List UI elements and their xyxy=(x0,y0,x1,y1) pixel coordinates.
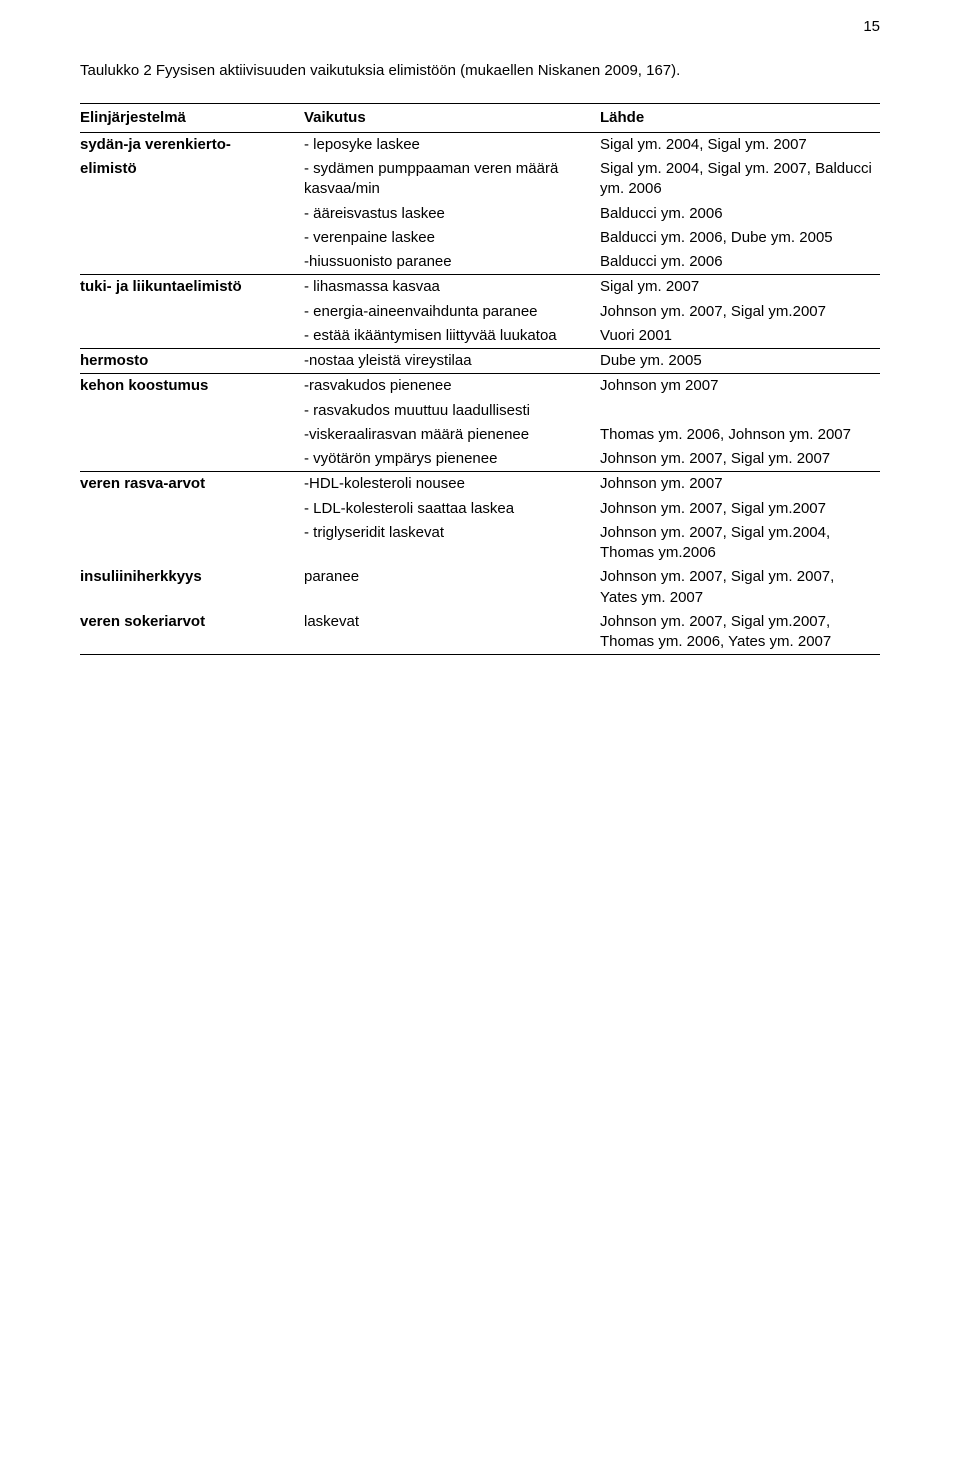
cell-effect: -viskeraalirasvan määrä pienenee xyxy=(304,423,600,447)
cell-system xyxy=(80,399,304,423)
cell-system xyxy=(80,202,304,226)
cell-effect: - rasvakudos muuttuu laadullisesti xyxy=(304,399,600,423)
cell-effect: - verenpaine laskee xyxy=(304,226,600,250)
cell-effect: paranee xyxy=(304,565,600,610)
table-row: - triglyseridit laskevatJohnson ym. 2007… xyxy=(80,521,880,566)
cell-source: Thomas ym. 2006, Johnson ym. 2007 xyxy=(600,423,880,447)
cell-system xyxy=(80,324,304,349)
cell-effect: - ääreisvastus laskee xyxy=(304,202,600,226)
header-source: Lähde xyxy=(600,103,880,132)
table-header-row: Elinjärjestelmä Vaikutus Lähde xyxy=(80,103,880,132)
cell-system: hermosto xyxy=(80,349,304,374)
cell-source: Sigal ym. 2004, Sigal ym. 2007 xyxy=(600,132,880,157)
cell-effect: - energia-aineenvaihdunta paranee xyxy=(304,300,600,324)
cell-source: Balducci ym. 2006, Dube ym. 2005 xyxy=(600,226,880,250)
cell-effect: -HDL-kolesteroli nousee xyxy=(304,472,600,497)
cell-source: Johnson ym. 2007, Sigal ym.2007 xyxy=(600,497,880,521)
table-caption: Taulukko 2 Fyysisen aktiivisuuden vaikut… xyxy=(80,60,880,83)
table-row: -hiussuonisto paraneeBalducci ym. 2006 xyxy=(80,250,880,275)
table-row: insuliiniherkkyysparanee Johnson ym. 200… xyxy=(80,565,880,610)
table-row: elimistö- sydämen pumppaaman veren määrä… xyxy=(80,157,880,202)
cell-effect: -rasvakudos pienenee xyxy=(304,374,600,399)
cell-source: Johnson ym. 2007, Sigal ym.2004, Thomas … xyxy=(600,521,880,566)
cell-system xyxy=(80,226,304,250)
cell-effect: - estää ikääntymisen liittyvää luukatoa xyxy=(304,324,600,349)
cell-effect: - leposyke laskee xyxy=(304,132,600,157)
cell-system xyxy=(80,250,304,275)
cell-source: Johnson ym. 2007, Sigal ym.2007, Thomas … xyxy=(600,610,880,655)
table-row: veren sokeriarvotlaskevatJohnson ym. 200… xyxy=(80,610,880,655)
cell-system: kehon koostumus xyxy=(80,374,304,399)
cell-system: tuki- ja liikuntaelimistö xyxy=(80,275,304,300)
table-row: kehon koostumus-rasvakudos pieneneeJohns… xyxy=(80,374,880,399)
page-number: 15 xyxy=(863,18,880,35)
cell-source xyxy=(600,399,880,423)
cell-system: sydän-ja verenkierto- xyxy=(80,132,304,157)
cell-system: veren rasva-arvot xyxy=(80,472,304,497)
cell-source: Johnson ym. 2007, Sigal ym. 2007, Yates … xyxy=(600,565,880,610)
header-system: Elinjärjestelmä xyxy=(80,103,304,132)
cell-effect: -hiussuonisto paranee xyxy=(304,250,600,275)
table-row: hermosto-nostaa yleistä vireystilaaDube … xyxy=(80,349,880,374)
table-row: - vyötärön ympärys pieneneeJohnson ym. 2… xyxy=(80,447,880,472)
cell-source: Dube ym. 2005 xyxy=(600,349,880,374)
cell-effect: -nostaa yleistä vireystilaa xyxy=(304,349,600,374)
cell-system xyxy=(80,447,304,472)
cell-source: Johnson ym. 2007 xyxy=(600,472,880,497)
table-row: -viskeraalirasvan määrä pieneneeThomas y… xyxy=(80,423,880,447)
table-row: veren rasva-arvot-HDL-kolesteroli nousee… xyxy=(80,472,880,497)
table-row: - rasvakudos muuttuu laadullisesti xyxy=(80,399,880,423)
table-row: tuki- ja liikuntaelimistö- lihasmassa ka… xyxy=(80,275,880,300)
cell-source: Johnson ym. 2007, Sigal ym. 2007 xyxy=(600,447,880,472)
cell-system: insuliiniherkkyys xyxy=(80,565,304,610)
cell-source: Johnson ym. 2007, Sigal ym.2007 xyxy=(600,300,880,324)
cell-effect: - LDL-kolesteroli saattaa laskea xyxy=(304,497,600,521)
cell-system xyxy=(80,423,304,447)
cell-system xyxy=(80,521,304,566)
table-row: - LDL-kolesteroli saattaa laskeaJohnson … xyxy=(80,497,880,521)
effects-table: Elinjärjestelmä Vaikutus Lähde sydän-ja … xyxy=(80,103,880,656)
cell-source: Johnson ym 2007 xyxy=(600,374,880,399)
cell-source: Sigal ym. 2007 xyxy=(600,275,880,300)
table-row: - estää ikääntymisen liittyvää luukatoaV… xyxy=(80,324,880,349)
cell-effect: - triglyseridit laskevat xyxy=(304,521,600,566)
cell-system xyxy=(80,497,304,521)
page: 15 Taulukko 2 Fyysisen aktiivisuuden vai… xyxy=(40,0,920,695)
cell-system xyxy=(80,300,304,324)
table-row: - verenpaine laskeeBalducci ym. 2006, Du… xyxy=(80,226,880,250)
cell-effect: laskevat xyxy=(304,610,600,655)
cell-effect: - sydämen pumppaaman veren määrä kasvaa/… xyxy=(304,157,600,202)
cell-source: Balducci ym. 2006 xyxy=(600,202,880,226)
header-effect: Vaikutus xyxy=(304,103,600,132)
table-row: sydän-ja verenkierto-- leposyke laskeeSi… xyxy=(80,132,880,157)
cell-system: veren sokeriarvot xyxy=(80,610,304,655)
cell-effect: - vyötärön ympärys pienenee xyxy=(304,447,600,472)
table-row: - energia-aineenvaihdunta paraneeJohnson… xyxy=(80,300,880,324)
cell-system: elimistö xyxy=(80,157,304,202)
cell-source: Vuori 2001 xyxy=(600,324,880,349)
cell-source: Balducci ym. 2006 xyxy=(600,250,880,275)
cell-effect: - lihasmassa kasvaa xyxy=(304,275,600,300)
table-row: - ääreisvastus laskeeBalducci ym. 2006 xyxy=(80,202,880,226)
cell-source: Sigal ym. 2004, Sigal ym. 2007, Balducci… xyxy=(600,157,880,202)
